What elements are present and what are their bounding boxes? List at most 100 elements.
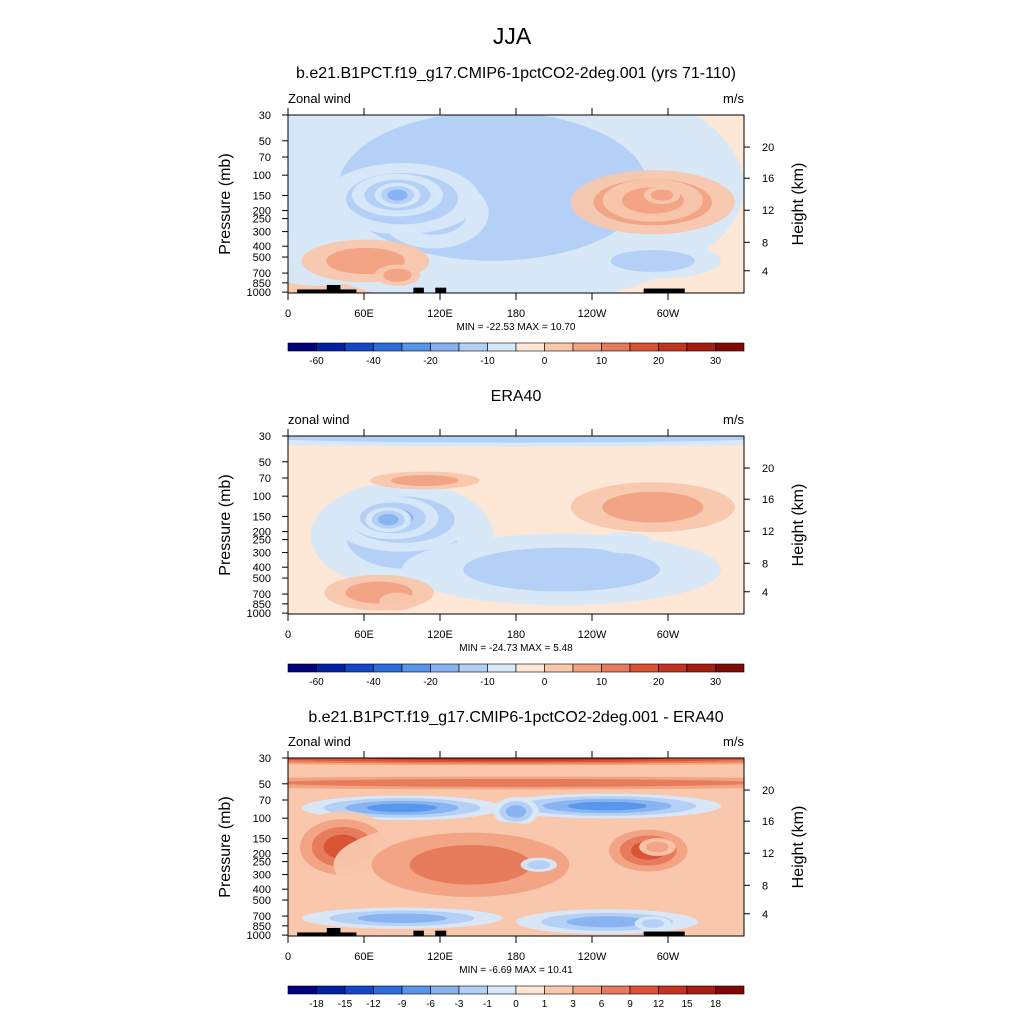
colorbar-segment	[572, 985, 602, 995]
contour-region	[288, 436, 744, 443]
colorbar-segment	[430, 663, 460, 673]
x-tick-label: 180	[507, 308, 525, 320]
y2-axis-label: Height (km)	[790, 163, 807, 246]
colorbar-label: 0	[542, 677, 548, 688]
p-tick-label: 50	[259, 457, 271, 469]
p-tick-label: 100	[253, 491, 271, 503]
colorbar-segment	[544, 663, 574, 673]
h-tick-label: 20	[762, 463, 774, 475]
p-tick-label: 400	[253, 562, 271, 574]
colorbar-segment	[629, 985, 659, 995]
topography	[413, 930, 424, 936]
p-tick-label: 150	[253, 833, 271, 845]
colorbar-label: -20	[423, 677, 438, 688]
contour-region	[387, 189, 408, 201]
x-tick-label: 60E	[354, 629, 374, 641]
p-tick-label: 500	[253, 252, 271, 264]
h-tick-label: 8	[762, 558, 768, 570]
x-tick-label: 0	[285, 629, 291, 641]
contour-field	[288, 758, 744, 936]
colorbar-label: -18	[309, 999, 324, 1010]
colorbar-segment	[287, 342, 317, 352]
colorbar-segment	[686, 985, 716, 995]
min-max-stats: MIN = -6.69 MAX = 10.41	[459, 965, 573, 976]
x-tick-label: 60W	[657, 951, 680, 963]
h-tick-label: 8	[762, 237, 768, 249]
x-tick-label: 120W	[578, 308, 607, 320]
contour-region	[650, 189, 674, 201]
p-tick-label: 400	[253, 241, 271, 253]
p-tick-label: 50	[259, 779, 271, 791]
colorbar-segment	[344, 985, 374, 995]
colorbar-segment	[430, 985, 460, 995]
colorbar-segment	[601, 663, 631, 673]
units-label: m/s	[723, 91, 744, 106]
topography	[326, 284, 341, 293]
p-tick-label: 100	[253, 813, 271, 825]
x-tick-label: 0	[285, 308, 291, 320]
y-axis-label: Pressure (mb)	[217, 474, 234, 575]
x-tick-label: 120E	[427, 629, 453, 641]
colorbar-segment	[572, 342, 602, 352]
colorbar-label: 12	[653, 999, 665, 1010]
p-tick-label: 500	[253, 573, 271, 585]
contour-region	[505, 805, 527, 818]
topography	[338, 932, 357, 936]
colorbar-segment	[287, 985, 317, 995]
colorbar-segment	[715, 342, 745, 352]
colorbar-label: 30	[710, 677, 722, 688]
colorbar-label: 3	[570, 999, 576, 1010]
colorbar-label: 0	[542, 356, 548, 367]
colorbar-segment	[487, 342, 517, 352]
panel-2: ERA40 zonal wind m/s 0 60E 120E 180 120W 60W 30 50…	[217, 388, 807, 688]
colorbar-segment	[515, 342, 545, 352]
colorbar-segment	[287, 663, 317, 673]
contour-region	[463, 547, 660, 592]
topography	[338, 289, 357, 293]
topography	[643, 288, 685, 293]
colorbar-segment	[601, 342, 631, 352]
topography	[643, 931, 685, 936]
x-tick-label: 60E	[354, 951, 374, 963]
contour-region	[610, 250, 695, 272]
colorbar-label: -10	[480, 677, 495, 688]
colorbar-label: -60	[309, 356, 324, 367]
colorbar-label: 20	[653, 356, 665, 367]
p-tick-label: 700	[253, 911, 271, 923]
contour-region	[288, 778, 744, 787]
contour-region	[391, 475, 459, 486]
p-tick-label: 250	[253, 857, 271, 869]
p-tick-label: 700	[253, 268, 271, 280]
colorbar-label: -20	[423, 356, 438, 367]
p-tick-label: 300	[253, 870, 271, 882]
p-tick-label: 70	[259, 473, 271, 485]
colorbar-label: -12	[366, 999, 381, 1010]
h-tick-label: 8	[762, 880, 768, 892]
p-tick-label: 1000	[247, 608, 271, 620]
h-tick-label: 20	[762, 785, 774, 797]
colorbar-segment	[430, 342, 460, 352]
p-tick-label: 200	[253, 206, 271, 218]
topography	[326, 927, 341, 936]
p-tick-label: 850	[253, 278, 271, 290]
contour-region	[359, 758, 673, 761]
h-tick-label: 4	[762, 587, 768, 599]
colorbar-segment	[458, 663, 488, 673]
panel-title: b.e21.B1PCT.f19_g17.CMIP6-1pctCO2-2deg.0…	[296, 65, 736, 82]
h-tick-label: 20	[762, 142, 774, 154]
p-tick-label: 250	[253, 214, 271, 226]
p-tick-label: 850	[253, 599, 271, 611]
y2-axis-label: Height (km)	[790, 484, 807, 567]
p-tick-label: 100	[253, 170, 271, 182]
y2-axis-label: Height (km)	[790, 806, 807, 889]
colorbar-segment	[373, 342, 403, 352]
contour-region	[567, 801, 647, 811]
p-tick-label: 30	[259, 110, 271, 122]
units-label: m/s	[723, 412, 744, 427]
p-tick-label: 30	[259, 431, 271, 443]
min-max-stats: MIN = -24.73 MAX = 5.48	[459, 643, 573, 654]
colorbar-segment	[715, 985, 745, 995]
colorbar-label: 6	[599, 999, 605, 1010]
contour-region	[598, 532, 653, 554]
